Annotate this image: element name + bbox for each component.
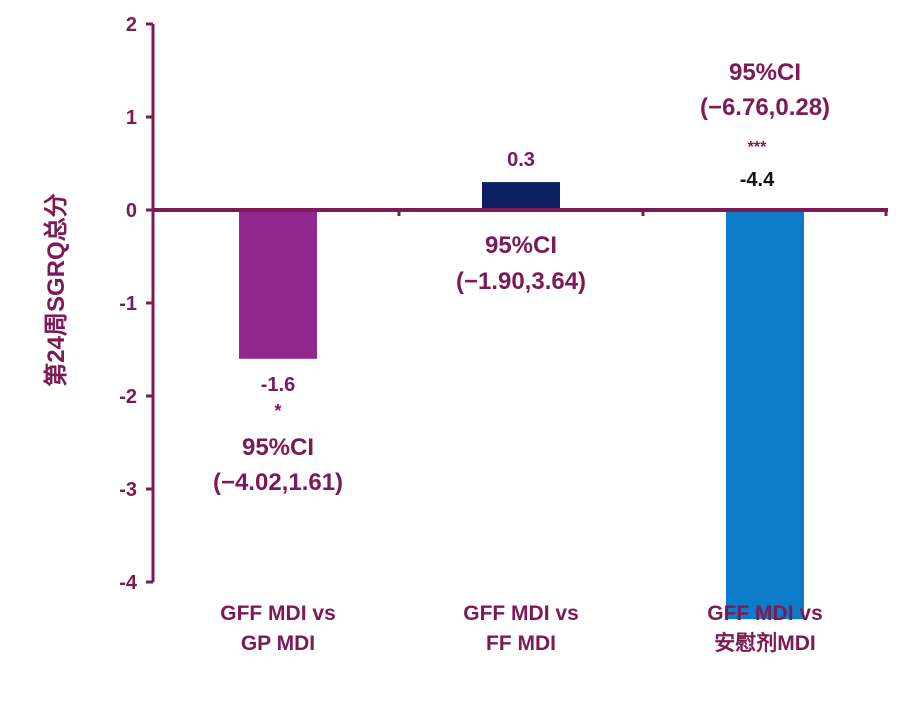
- value-label: -1.6: [261, 374, 295, 396]
- value-label: 0.3: [507, 149, 535, 171]
- ci-range: (−6.76,0.28): [700, 94, 830, 121]
- category-label: GFF MDI vs: [220, 602, 336, 625]
- x-axis: [153, 208, 888, 216]
- y-tick-label: -1: [119, 293, 137, 315]
- ci-title: 95%CI: [729, 59, 801, 86]
- bar: [482, 182, 560, 210]
- ci-range: (−1.90,3.64): [456, 268, 586, 295]
- bar: [239, 210, 317, 359]
- value-label: -4.4: [740, 169, 775, 191]
- y-tick-label: -3: [119, 479, 137, 501]
- y-tick-label: -4: [119, 572, 138, 594]
- category-label: GFF MDI vs: [707, 602, 823, 625]
- significance-marker: *: [274, 401, 281, 421]
- ci-range: (−4.02,1.61): [213, 469, 343, 496]
- ci-title: 95%CI: [485, 232, 557, 259]
- bars: [239, 182, 804, 620]
- y-axis-label: 第24周SGRQ总分: [42, 193, 70, 386]
- y-tick-label: 1: [126, 107, 137, 129]
- category-labels: GFF MDI vs GP MDI GFF MDI vs FF MDI GFF MDI …: [220, 602, 823, 655]
- bar-annotations: -1.6 * 95%CI (−4.02,1.61) 0.3 95%CI (−1.90,3.6…: [213, 59, 830, 496]
- significance-marker: ***: [748, 139, 767, 156]
- y-tick-label: 2: [126, 14, 137, 36]
- bar: [726, 210, 804, 620]
- category-label: GFF MDI vs: [463, 602, 579, 625]
- category-label: 安慰剂MDI: [714, 631, 816, 655]
- category-label: FF MDI: [486, 632, 556, 655]
- y-ticks: 2 1 0 -1 -2 -3 -4: [119, 14, 153, 594]
- y-tick-label: -2: [119, 386, 137, 408]
- ci-title: 95%CI: [242, 434, 314, 461]
- category-label: GP MDI: [241, 632, 315, 655]
- y-tick-label: 0: [126, 200, 137, 222]
